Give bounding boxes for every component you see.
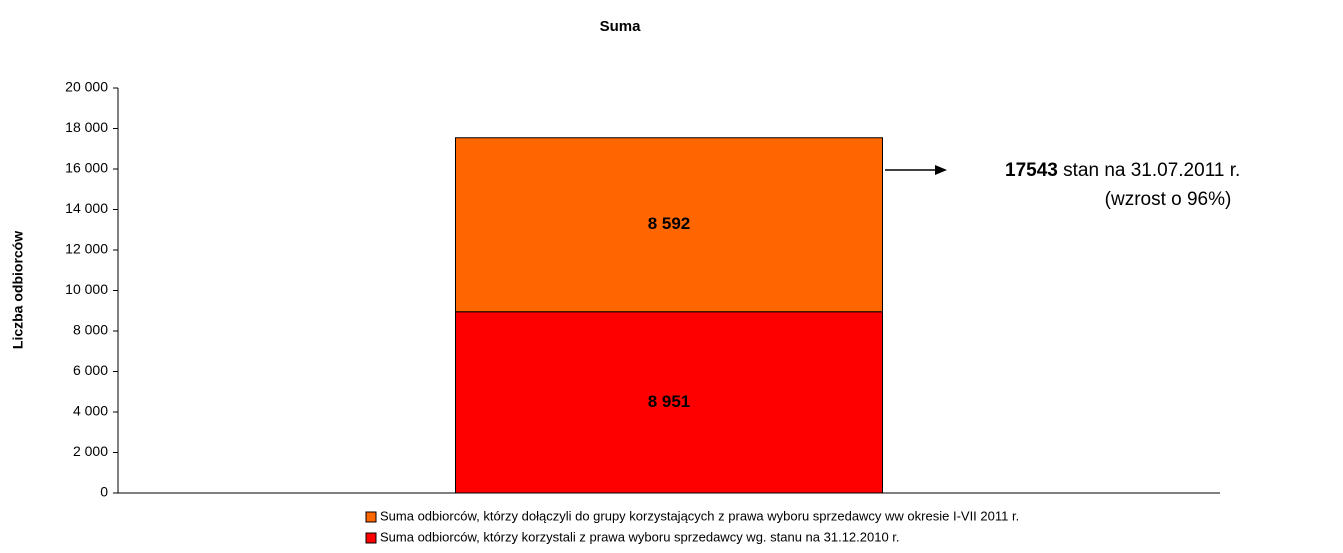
annotation-value: 17543 (1005, 160, 1058, 181)
annotation-note: (wzrost o 96%) (1105, 189, 1232, 210)
bar-segment (455, 137, 883, 313)
annotation-arrowhead (935, 165, 947, 175)
y-tick-label: 4 000 (73, 403, 108, 419)
y-tick-label: 0 (100, 484, 108, 500)
chart-title: Suma (600, 18, 642, 35)
y-tick-label: 12 000 (65, 241, 108, 257)
y-tick-label: 14 000 (65, 200, 108, 216)
bar-segment (455, 311, 883, 494)
y-tick-label: 10 000 (65, 281, 108, 297)
y-tick-label: 2 000 (73, 443, 108, 459)
legend-swatch (365, 511, 377, 523)
annotation: 17543 stan na 31.07.2011 r. (1005, 160, 1240, 181)
legend-swatch (365, 532, 377, 544)
legend-label: Suma odbiorców, którzy dołączyli do grup… (380, 508, 1019, 523)
data-label: 8 592 (648, 214, 691, 233)
y-tick-label: 6 000 (73, 362, 108, 378)
y-axis-label: Liczba odbiorców (10, 231, 26, 349)
y-tick-label: 20 000 (65, 79, 108, 95)
data-label: 8 951 (648, 392, 691, 411)
y-tick-label: 16 000 (65, 160, 108, 176)
legend-label: Suma odbiorców, którzy korzystali z praw… (380, 529, 900, 544)
y-tick-label: 18 000 (65, 119, 108, 135)
y-tick-label: 8 000 (73, 322, 108, 338)
annotation-text: stan na 31.07.2011 r. (1063, 160, 1240, 181)
